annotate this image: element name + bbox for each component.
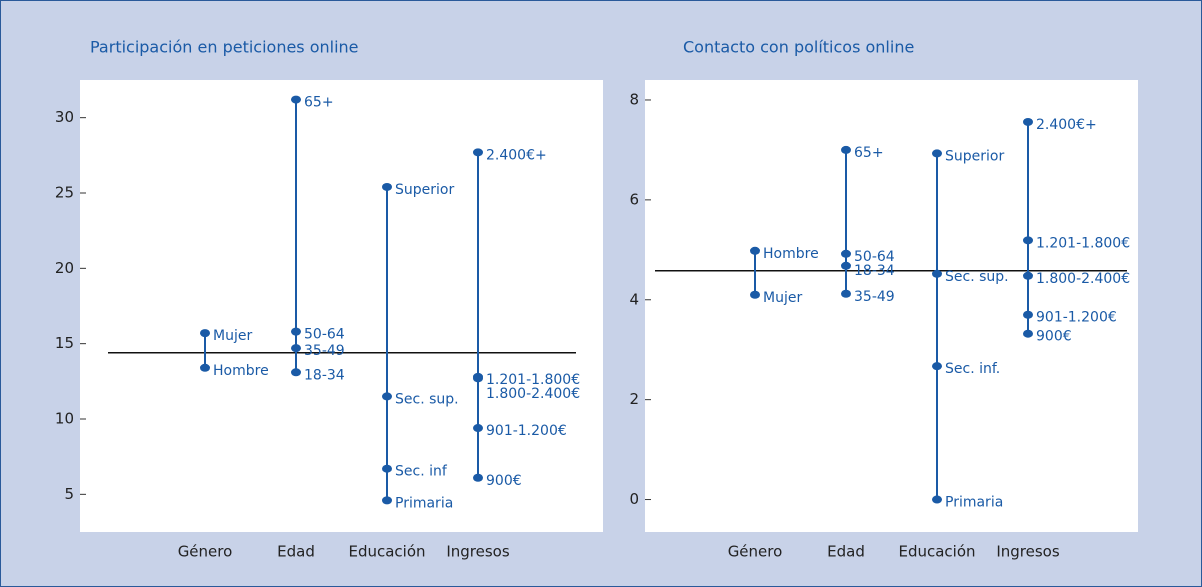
- dot: [291, 327, 301, 336]
- dot: [932, 362, 942, 371]
- y-tick-label: 8: [629, 90, 639, 108]
- point-label: Hombre: [213, 363, 269, 379]
- dot: [382, 392, 392, 401]
- point-label: 65+: [304, 95, 334, 111]
- dot: [841, 249, 851, 258]
- point-label: 50-64: [304, 327, 345, 343]
- y-tick-label: 0: [629, 490, 639, 508]
- dot: [200, 329, 210, 338]
- dot: [382, 182, 392, 191]
- point-label: 900€: [1036, 329, 1072, 345]
- y-tick-label: 20: [55, 259, 74, 277]
- point-label: 1.201-1.800€: [1036, 235, 1130, 251]
- y-tick-label: 10: [55, 410, 74, 428]
- dot: [473, 374, 483, 383]
- point-label: Primaria: [945, 495, 1003, 511]
- dot: [473, 148, 483, 157]
- x-tick-label: Ingresos: [446, 543, 510, 561]
- point-label: Superior: [395, 182, 454, 198]
- panel: [645, 80, 1138, 532]
- dot: [1023, 329, 1033, 338]
- point-label: Sec. inf: [395, 464, 448, 480]
- x-tick-label: Edad: [277, 543, 315, 561]
- point-label: 18-34: [854, 263, 895, 279]
- point-label: 901-1.200€: [1036, 310, 1117, 326]
- point-label: Sec. inf.: [945, 361, 1000, 377]
- dot: [841, 289, 851, 298]
- point-label: 1.800-2.400€: [1036, 271, 1130, 287]
- dot: [750, 246, 760, 255]
- y-tick-label: 4: [629, 290, 639, 308]
- dot: [932, 495, 942, 504]
- point-label: Mujer: [763, 290, 802, 306]
- dot: [1023, 310, 1033, 319]
- x-tick-label: Género: [178, 543, 233, 561]
- dot: [841, 261, 851, 270]
- dot: [291, 95, 301, 104]
- y-tick-label: 25: [55, 184, 74, 202]
- point-label: Sec. sup.: [395, 391, 459, 407]
- point-label: 65+: [854, 145, 884, 161]
- chart-title: Participación en peticiones online: [90, 38, 359, 57]
- dot: [932, 149, 942, 158]
- point-label: Mujer: [213, 328, 252, 344]
- dot: [932, 269, 942, 278]
- point-label: Hombre: [763, 246, 819, 262]
- dot: [1023, 117, 1033, 126]
- point-label: 2.400€+: [486, 147, 547, 163]
- dot: [841, 145, 851, 154]
- point-label: 35-49: [304, 343, 345, 359]
- y-tick-label: 30: [55, 108, 74, 126]
- dot: [382, 464, 392, 473]
- chart-title: Contacto con políticos online: [683, 38, 914, 57]
- dot: [1023, 236, 1033, 245]
- y-tick-label: 15: [55, 334, 74, 352]
- dot: [473, 473, 483, 482]
- dot: [382, 496, 392, 505]
- point-label: 35-49: [854, 289, 895, 305]
- x-tick-label: Edad: [827, 543, 865, 561]
- point-label: Primaria: [395, 495, 453, 511]
- point-label: 900€: [486, 473, 522, 489]
- point-label: 18-34: [304, 367, 345, 383]
- point-label: Superior: [945, 148, 1004, 164]
- x-tick-label: Ingresos: [996, 543, 1060, 561]
- dot: [1023, 271, 1033, 280]
- point-label: 901-1.200€: [486, 423, 567, 439]
- y-tick-label: 2: [629, 390, 639, 408]
- dot: [291, 368, 301, 377]
- y-tick-label: 6: [629, 190, 639, 208]
- point-label: 1.201-1.800€: [486, 372, 580, 388]
- x-tick-label: Educación: [898, 543, 975, 561]
- point-label: 50-64: [854, 249, 895, 265]
- point-label: Sec. sup.: [945, 269, 1009, 285]
- dot: [473, 424, 483, 433]
- dot: [750, 290, 760, 299]
- x-tick-label: Educación: [348, 543, 425, 561]
- dot: [200, 363, 210, 372]
- x-tick-label: Género: [728, 543, 783, 561]
- dot: [291, 344, 301, 353]
- point-label: 2.400€+: [1036, 117, 1097, 133]
- point-label: 1.800-2.400€: [486, 386, 580, 402]
- y-tick-label: 5: [64, 485, 74, 503]
- panel: [80, 80, 603, 532]
